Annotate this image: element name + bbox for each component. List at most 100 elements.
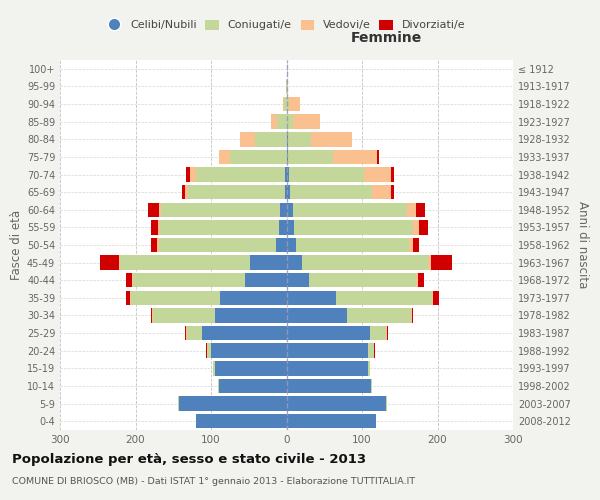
Bar bbox=[294, 220, 413, 234]
Bar bbox=[127, 273, 133, 287]
Bar bbox=[287, 273, 309, 287]
Bar bbox=[130, 290, 131, 305]
Bar bbox=[230, 150, 287, 164]
Bar bbox=[372, 185, 391, 200]
Bar bbox=[220, 290, 287, 305]
Bar bbox=[153, 308, 215, 322]
Bar bbox=[409, 238, 413, 252]
Y-axis label: Anni di nascita: Anni di nascita bbox=[576, 202, 589, 288]
Bar bbox=[159, 202, 161, 217]
Bar bbox=[371, 378, 372, 393]
Bar bbox=[213, 361, 215, 376]
Bar bbox=[279, 220, 287, 234]
Bar bbox=[207, 344, 211, 358]
Bar bbox=[121, 256, 250, 270]
Bar bbox=[411, 308, 412, 322]
Bar bbox=[284, 97, 287, 112]
Legend: Celibi/Nubili, Coniugati/e, Vedovi/e, Divorziati/e: Celibi/Nubili, Coniugati/e, Vedovi/e, Di… bbox=[106, 18, 467, 32]
Bar bbox=[386, 326, 387, 340]
Bar bbox=[287, 396, 386, 411]
Bar bbox=[285, 185, 287, 200]
Bar bbox=[293, 202, 407, 217]
Bar bbox=[287, 150, 288, 164]
Bar bbox=[413, 238, 419, 252]
Bar bbox=[432, 290, 433, 305]
Bar bbox=[185, 326, 186, 340]
Bar bbox=[290, 185, 372, 200]
Bar bbox=[419, 220, 428, 234]
Bar bbox=[368, 344, 374, 358]
Bar bbox=[218, 378, 287, 393]
Bar bbox=[119, 256, 121, 270]
Bar bbox=[280, 202, 287, 217]
Text: Popolazione per età, sesso e stato civile - 2013: Popolazione per età, sesso e stato civil… bbox=[12, 452, 366, 466]
Bar bbox=[287, 185, 290, 200]
Bar bbox=[161, 202, 280, 217]
Bar bbox=[387, 326, 388, 340]
Bar bbox=[179, 396, 287, 411]
Bar bbox=[293, 114, 320, 129]
Bar bbox=[407, 202, 416, 217]
Bar bbox=[311, 132, 352, 146]
Bar bbox=[413, 220, 419, 234]
Bar bbox=[148, 202, 159, 217]
Bar bbox=[287, 290, 335, 305]
Bar bbox=[377, 150, 379, 164]
Bar bbox=[386, 396, 387, 411]
Bar bbox=[186, 168, 190, 181]
Bar bbox=[335, 290, 432, 305]
Bar bbox=[391, 168, 394, 181]
Bar bbox=[151, 220, 158, 234]
Bar bbox=[196, 414, 287, 428]
Bar bbox=[186, 326, 187, 340]
Bar bbox=[287, 256, 302, 270]
Text: Femmine: Femmine bbox=[350, 31, 422, 45]
Bar bbox=[287, 114, 293, 129]
Bar bbox=[245, 273, 287, 287]
Bar bbox=[288, 132, 311, 146]
Bar bbox=[347, 308, 411, 322]
Bar bbox=[302, 256, 428, 270]
Bar bbox=[211, 344, 287, 358]
Bar bbox=[287, 132, 288, 146]
Bar bbox=[160, 220, 279, 234]
Bar bbox=[285, 168, 287, 181]
Bar bbox=[391, 185, 394, 200]
Bar bbox=[287, 238, 296, 252]
Bar bbox=[418, 273, 424, 287]
Bar bbox=[157, 238, 159, 252]
Bar bbox=[218, 150, 230, 164]
Bar bbox=[412, 308, 413, 322]
Bar bbox=[368, 361, 370, 376]
Bar bbox=[159, 238, 276, 252]
Bar bbox=[185, 185, 188, 200]
Bar bbox=[288, 150, 334, 164]
Bar bbox=[127, 290, 130, 305]
Bar bbox=[215, 361, 287, 376]
Bar bbox=[286, 79, 287, 94]
Bar bbox=[289, 97, 300, 112]
Bar bbox=[190, 168, 196, 181]
Bar bbox=[287, 79, 288, 94]
Bar bbox=[277, 114, 287, 129]
Bar bbox=[239, 132, 255, 146]
Bar bbox=[271, 114, 277, 129]
Bar bbox=[255, 132, 287, 146]
Bar bbox=[428, 256, 431, 270]
Bar bbox=[133, 273, 245, 287]
Bar bbox=[364, 168, 391, 181]
Bar bbox=[151, 308, 152, 322]
Bar bbox=[250, 256, 287, 270]
Bar bbox=[283, 97, 284, 112]
Bar bbox=[151, 238, 157, 252]
Bar bbox=[287, 220, 294, 234]
Bar bbox=[416, 202, 425, 217]
Bar bbox=[287, 344, 368, 358]
Bar bbox=[131, 290, 220, 305]
Bar bbox=[287, 97, 289, 112]
Bar bbox=[416, 273, 418, 287]
Bar bbox=[202, 326, 287, 340]
Bar bbox=[287, 414, 376, 428]
Bar bbox=[287, 361, 368, 376]
Bar bbox=[370, 326, 386, 340]
